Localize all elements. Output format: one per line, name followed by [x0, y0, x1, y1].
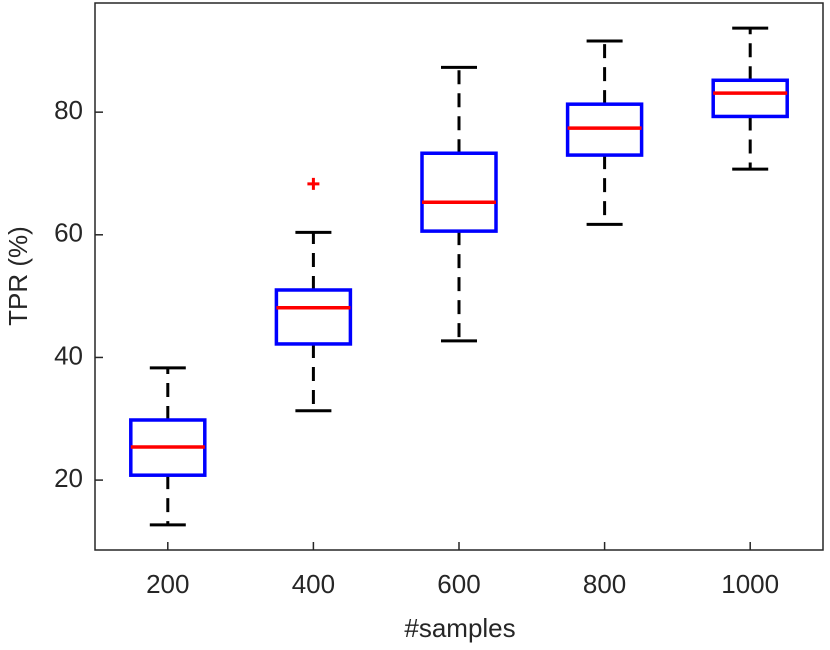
y-tick-label: 80: [54, 95, 83, 125]
x-tick-label: 200: [146, 569, 189, 599]
x-axis-label: #samples: [404, 613, 515, 643]
y-tick-label: 40: [54, 340, 83, 370]
box: [420, 151, 498, 233]
y-tick-label: 60: [54, 218, 83, 248]
x-tick-label: 400: [292, 569, 335, 599]
box: [711, 78, 789, 119]
y-tick-label: 20: [54, 463, 83, 493]
x-tick-label: 1000: [721, 569, 779, 599]
x-tick-label: 600: [437, 569, 480, 599]
x-tick-label: 800: [583, 569, 626, 599]
outlier: [307, 177, 320, 190]
box: [274, 288, 353, 346]
y-axis-label: TPR (%): [3, 226, 33, 326]
